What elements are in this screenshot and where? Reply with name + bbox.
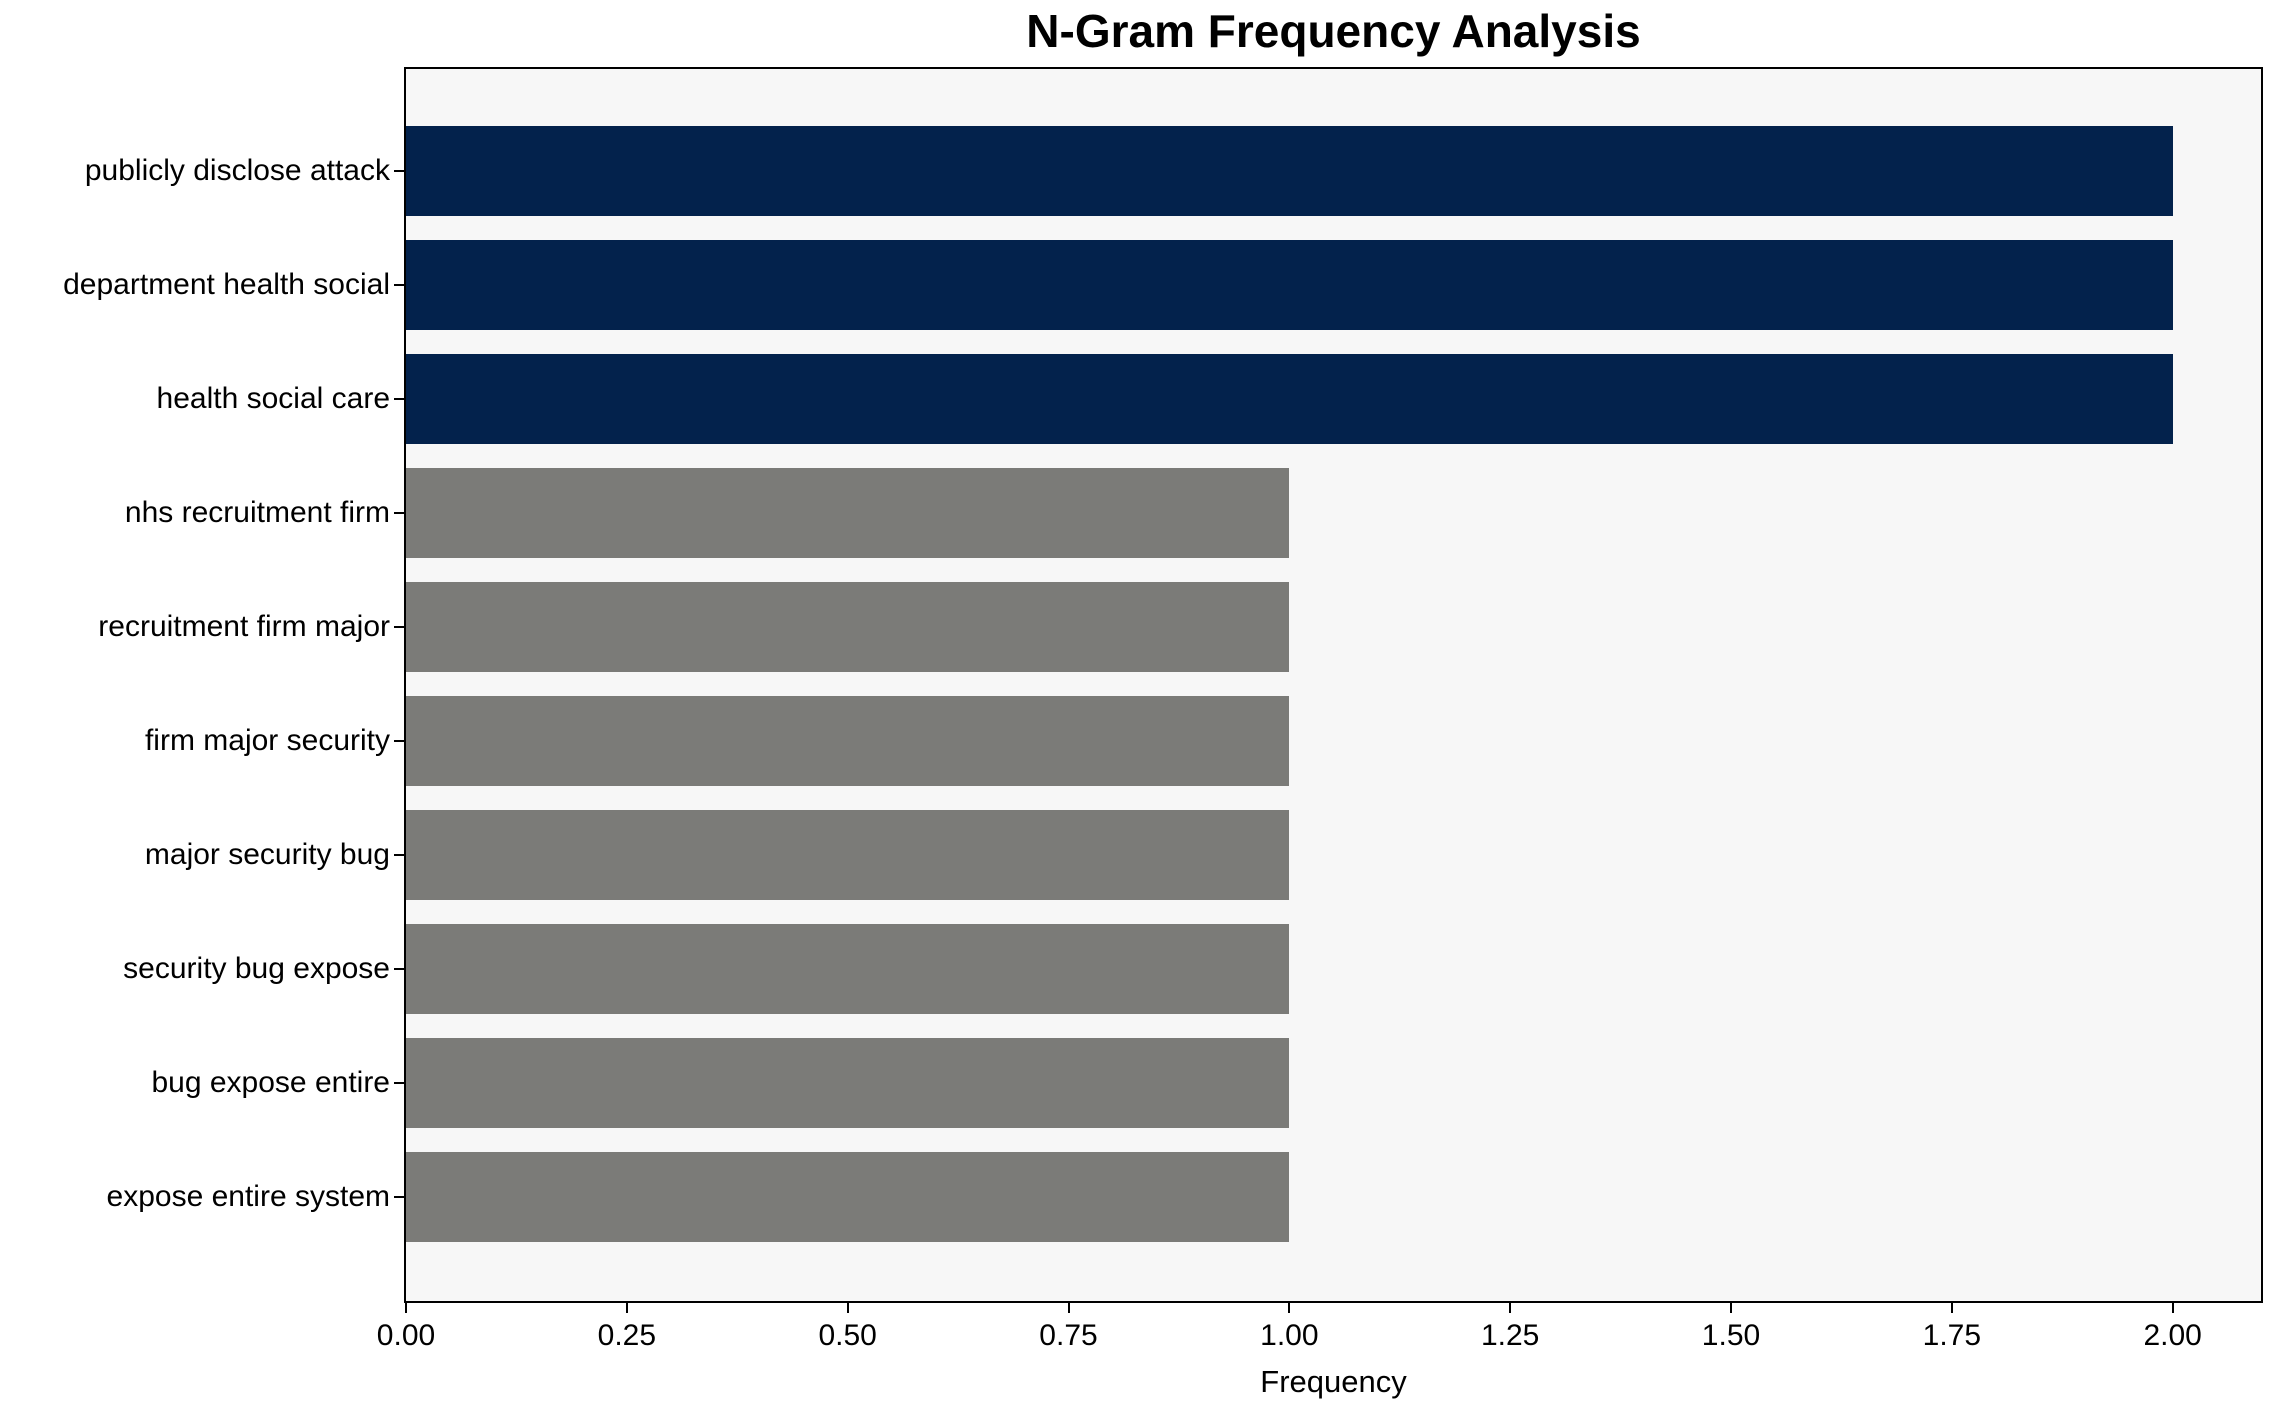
x-tick-label: 0.25 <box>597 1319 657 1352</box>
y-tick-mark <box>394 512 404 514</box>
x-axis-label: Frequency <box>1260 1364 1407 1399</box>
x-tick-mark <box>1509 1303 1512 1313</box>
y-tick-label: security bug expose <box>123 952 390 985</box>
y-tick-label: health social care <box>156 382 390 415</box>
y-tick-mark <box>394 740 404 742</box>
bar <box>406 582 1290 672</box>
x-tick-label: 1.00 <box>1260 1319 1319 1352</box>
bar <box>406 354 2173 444</box>
y-tick-label: nhs recruitment firm <box>124 496 390 529</box>
x-axis: 0.00 0.25 0.50 0.75 1.00 1.25 1.50 1.75 2.00 <box>377 1303 2261 1363</box>
bar <box>406 468 1290 558</box>
bar <box>406 810 1290 900</box>
y-tick-label: major security bug <box>144 838 390 871</box>
y-tick-mark <box>394 284 404 286</box>
y-tick-mark <box>394 398 404 400</box>
y-tick-mark <box>394 626 404 628</box>
x-tick-mark <box>1730 1303 1732 1313</box>
x-tick-mark <box>2171 1303 2174 1313</box>
bar <box>406 126 2173 216</box>
x-tick-mark <box>405 1303 407 1313</box>
x-tick-mark <box>1288 1303 1291 1313</box>
x-tick-label: 0.00 <box>376 1319 436 1352</box>
bar <box>406 1152 1290 1242</box>
bar <box>406 1038 1290 1128</box>
y-axis-labels: publicly disclose attack department healt… <box>0 67 390 1303</box>
y-tick-label: recruitment firm major <box>98 610 390 643</box>
y-tick-mark <box>394 1082 404 1084</box>
bar <box>406 696 1290 786</box>
x-tick-label: 1.50 <box>1701 1319 1761 1352</box>
y-tick-label: firm major security <box>144 724 390 757</box>
y-tick-mark <box>394 968 404 970</box>
bars-container <box>406 126 2261 1242</box>
y-tick-mark <box>394 170 404 172</box>
x-tick-label: 2.00 <box>2143 1319 2202 1352</box>
x-tick-mark <box>1950 1303 1953 1313</box>
y-tick-label: bug expose entire <box>151 1066 390 1099</box>
plot-area <box>404 67 2263 1303</box>
x-tick-label: 0.50 <box>818 1319 877 1352</box>
x-tick-label: 1.25 <box>1480 1319 1540 1352</box>
y-axis-ticks <box>394 67 404 1303</box>
y-tick-label: department health social <box>63 268 390 301</box>
y-tick-mark <box>394 1196 404 1198</box>
x-tick-mark <box>1067 1303 1070 1313</box>
chart-title: N-Gram Frequency Analysis <box>1026 5 1641 57</box>
x-tick-label: 0.75 <box>1039 1319 1098 1352</box>
x-tick-label: 1.75 <box>1922 1319 1982 1352</box>
y-tick-label: expose entire system <box>106 1180 390 1213</box>
x-tick-mark <box>846 1303 849 1313</box>
y-tick-label: publicly disclose attack <box>84 154 390 187</box>
x-tick-mark <box>625 1303 628 1313</box>
bar <box>406 240 2173 330</box>
bar <box>406 924 1290 1014</box>
y-tick-mark <box>394 854 404 856</box>
